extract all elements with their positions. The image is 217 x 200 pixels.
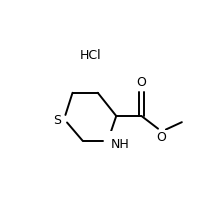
Text: O: O — [136, 76, 146, 89]
Text: S: S — [53, 113, 61, 126]
Text: O: O — [157, 130, 167, 143]
Text: HCl: HCl — [80, 48, 102, 61]
Text: NH: NH — [110, 138, 129, 151]
